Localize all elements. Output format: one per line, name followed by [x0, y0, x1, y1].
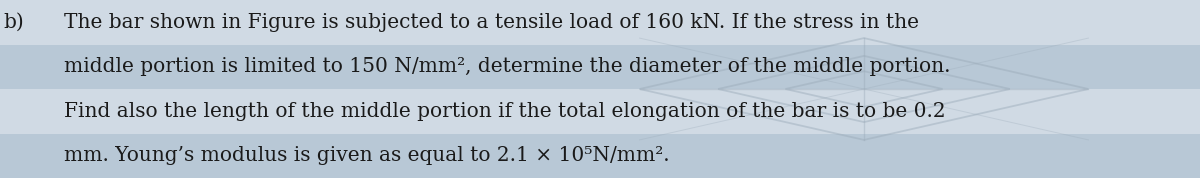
Text: b): b) [4, 13, 24, 32]
Bar [0, 89, 1200, 134]
Text: Find also the length of the middle portion if the total elongation of the bar is: Find also the length of the middle porti… [64, 102, 946, 121]
Text: mm. Young’s modulus is given as equal to 2.1 × 10⁵N/mm².: mm. Young’s modulus is given as equal to… [64, 146, 670, 165]
Bar [0, 134, 1200, 178]
Bar [0, 0, 1200, 44]
Text: The bar shown in Figure is subjected to a tensile load of 160 kN. If the stress : The bar shown in Figure is subjected to … [64, 13, 919, 32]
Text: middle portion is limited to 150 N/mm², determine the diameter of the middle por: middle portion is limited to 150 N/mm², … [64, 57, 950, 76]
Bar [0, 44, 1200, 89]
